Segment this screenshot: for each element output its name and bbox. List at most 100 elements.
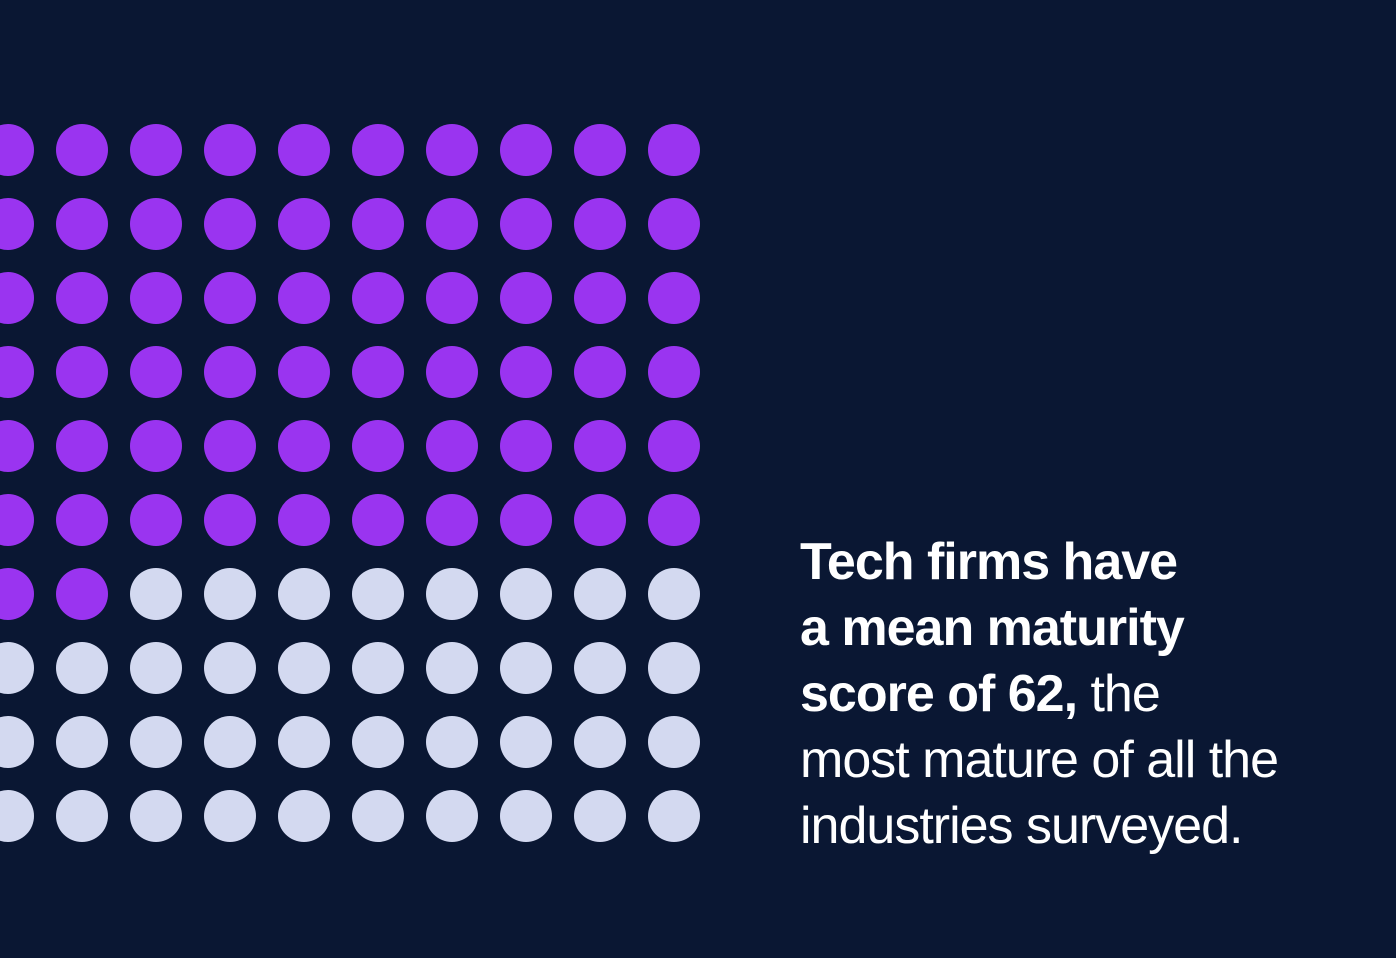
waffle-dot-filled <box>204 494 256 546</box>
waffle-dot-empty <box>426 716 478 768</box>
waffle-dot-filled <box>130 420 182 472</box>
waffle-dot-filled <box>352 346 404 398</box>
waffle-dot-filled <box>0 124 34 176</box>
waffle-dot-filled <box>278 198 330 250</box>
waffle-dot-empty <box>352 716 404 768</box>
waffle-dot-filled <box>352 272 404 324</box>
waffle-chart <box>0 124 700 842</box>
waffle-dot-filled <box>0 346 34 398</box>
waffle-dot-empty <box>574 790 626 842</box>
waffle-dot-filled <box>0 198 34 250</box>
waffle-dot-empty <box>130 716 182 768</box>
waffle-dot-filled <box>278 420 330 472</box>
callout-bold-text: a mean maturity <box>800 599 1185 657</box>
waffle-dot-empty <box>574 716 626 768</box>
waffle-dot-empty <box>204 790 256 842</box>
waffle-dot-empty <box>352 642 404 694</box>
waffle-dot-filled <box>56 346 108 398</box>
waffle-dot-filled <box>500 198 552 250</box>
waffle-dot-empty <box>204 642 256 694</box>
waffle-dot-empty <box>204 716 256 768</box>
waffle-dot-filled <box>574 494 626 546</box>
callout-text-block: Tech firms have a mean maturity score of… <box>800 529 1320 859</box>
callout-bold-text: score of 62, <box>800 665 1078 723</box>
waffle-dot-empty <box>574 568 626 620</box>
waffle-dot-filled <box>648 494 700 546</box>
waffle-dot-empty <box>574 642 626 694</box>
waffle-dot-empty <box>648 642 700 694</box>
waffle-dot-filled <box>0 420 34 472</box>
waffle-dot-filled <box>648 272 700 324</box>
waffle-dot-empty <box>278 642 330 694</box>
waffle-dot-empty <box>278 790 330 842</box>
waffle-dot-filled <box>574 420 626 472</box>
waffle-dot-filled <box>352 198 404 250</box>
waffle-dot-filled <box>56 198 108 250</box>
waffle-dot-empty <box>278 568 330 620</box>
waffle-dot-filled <box>426 346 478 398</box>
waffle-dot-filled <box>204 124 256 176</box>
waffle-dot-filled <box>56 568 108 620</box>
waffle-dot-empty <box>426 642 478 694</box>
waffle-dot-filled <box>56 124 108 176</box>
waffle-dot-filled <box>574 198 626 250</box>
waffle-dot-empty <box>130 642 182 694</box>
waffle-dot-filled <box>278 346 330 398</box>
callout-line: most mature of all the <box>800 727 1320 793</box>
waffle-dot-empty <box>56 790 108 842</box>
callout-line: a mean maturity <box>800 595 1320 661</box>
waffle-dot-filled <box>204 346 256 398</box>
waffle-dot-filled <box>648 346 700 398</box>
waffle-dot-empty <box>500 790 552 842</box>
waffle-dot-filled <box>426 494 478 546</box>
waffle-dot-filled <box>574 124 626 176</box>
waffle-dot-empty <box>648 568 700 620</box>
callout-bold-text: Tech firms have <box>800 533 1178 591</box>
waffle-dot-filled <box>352 420 404 472</box>
waffle-dot-filled <box>0 494 34 546</box>
waffle-dot-filled <box>426 198 478 250</box>
waffle-dot-filled <box>130 124 182 176</box>
waffle-dot-filled <box>426 420 478 472</box>
waffle-dot-empty <box>56 642 108 694</box>
waffle-dot-empty <box>426 790 478 842</box>
waffle-dot-filled <box>500 124 552 176</box>
waffle-dot-filled <box>130 272 182 324</box>
waffle-dot-empty <box>0 716 34 768</box>
waffle-dot-filled <box>204 420 256 472</box>
waffle-dot-filled <box>500 494 552 546</box>
waffle-dot-filled <box>278 124 330 176</box>
callout-regular-text: the <box>1077 665 1160 723</box>
waffle-dot-empty <box>130 568 182 620</box>
callout-line: Tech firms have <box>800 529 1320 595</box>
waffle-dot-filled <box>56 494 108 546</box>
waffle-dot-filled <box>204 198 256 250</box>
waffle-dot-filled <box>574 272 626 324</box>
callout-regular-text: most mature of all the <box>800 731 1279 789</box>
waffle-dot-filled <box>130 198 182 250</box>
waffle-dot-filled <box>426 272 478 324</box>
callout-line: score of 62, the <box>800 661 1320 727</box>
waffle-dot-filled <box>352 494 404 546</box>
waffle-dot-empty <box>648 790 700 842</box>
waffle-dot-filled <box>278 272 330 324</box>
waffle-dot-filled <box>648 124 700 176</box>
waffle-dot-empty <box>500 568 552 620</box>
waffle-dot-empty <box>500 642 552 694</box>
callout-regular-text: industries surveyed. <box>800 797 1243 855</box>
waffle-dot-filled <box>278 494 330 546</box>
waffle-dot-filled <box>130 494 182 546</box>
waffle-dot-empty <box>426 568 478 620</box>
waffle-dot-filled <box>648 198 700 250</box>
waffle-dot-filled <box>574 346 626 398</box>
waffle-dot-filled <box>204 272 256 324</box>
waffle-dot-filled <box>352 124 404 176</box>
waffle-dot-empty <box>56 716 108 768</box>
waffle-dot-filled <box>426 124 478 176</box>
waffle-dot-filled <box>56 420 108 472</box>
waffle-dot-filled <box>0 568 34 620</box>
waffle-dot-empty <box>352 568 404 620</box>
callout-line: industries surveyed. <box>800 793 1320 859</box>
waffle-dot-empty <box>352 790 404 842</box>
